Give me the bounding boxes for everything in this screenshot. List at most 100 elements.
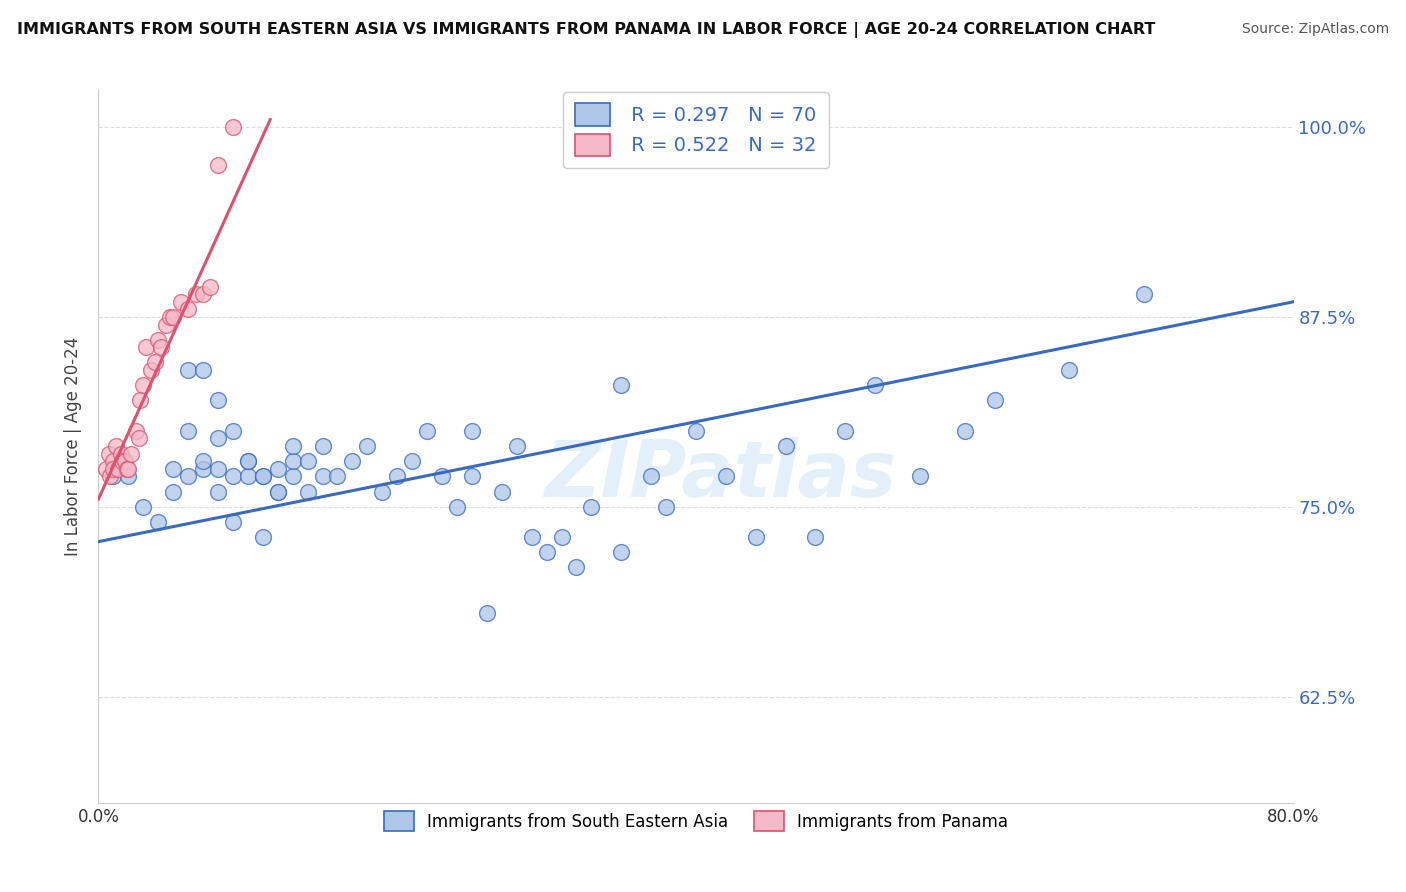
Point [222, 469, 245, 483]
Point [148, 333, 170, 347]
Point [107, 462, 129, 476]
Point [117, 469, 139, 483]
Point [155, 318, 177, 332]
Point [252, 469, 274, 483]
Point [430, 469, 453, 483]
Point [491, 484, 513, 499]
Point [191, 462, 214, 476]
Point [103, 462, 125, 476]
Point [804, 530, 827, 544]
Point [506, 439, 529, 453]
Point [129, 393, 152, 408]
Point [117, 462, 139, 476]
Point [401, 454, 423, 468]
Point [775, 439, 797, 453]
Point [610, 545, 633, 559]
Point [326, 469, 349, 483]
Point [865, 378, 887, 392]
Point [342, 454, 364, 468]
Point [252, 469, 274, 483]
Point [207, 431, 229, 445]
Point [371, 484, 394, 499]
Point [297, 454, 319, 468]
Point [267, 484, 290, 499]
Point [162, 484, 184, 499]
Point [236, 469, 259, 483]
Point [139, 363, 162, 377]
Point [834, 424, 856, 438]
Point [103, 454, 125, 468]
Point [128, 431, 150, 445]
Point [162, 310, 184, 324]
Point [207, 393, 229, 408]
Point [159, 310, 181, 324]
Point [169, 294, 191, 309]
Point [461, 424, 484, 438]
Point [1059, 363, 1081, 377]
Point [311, 439, 333, 453]
Point [207, 462, 229, 476]
Point [132, 500, 155, 514]
Point [110, 447, 132, 461]
Point [640, 469, 662, 483]
Legend:  R = 0.297   N = 70,  R = 0.522   N = 32: R = 0.297 N = 70, R = 0.522 N = 32 [564, 92, 828, 168]
Point [908, 469, 931, 483]
Point [162, 462, 184, 476]
Point [745, 530, 768, 544]
Point [222, 424, 245, 438]
Text: Source: ZipAtlas.com: Source: ZipAtlas.com [1241, 22, 1389, 37]
Point [475, 606, 498, 620]
Point [143, 355, 166, 369]
Point [148, 515, 170, 529]
Point [191, 287, 214, 301]
Point [655, 500, 678, 514]
Point [236, 454, 259, 468]
Point [550, 530, 572, 544]
Point [281, 469, 304, 483]
Point [281, 439, 304, 453]
Point [94, 462, 117, 476]
Point [103, 469, 125, 483]
Point [446, 500, 468, 514]
Point [222, 515, 245, 529]
Point [97, 447, 120, 461]
Point [416, 424, 439, 438]
Point [236, 454, 259, 468]
Point [200, 279, 222, 293]
Point [520, 530, 543, 544]
Text: ZIPatlas: ZIPatlas [544, 436, 896, 513]
Y-axis label: In Labor Force | Age 20-24: In Labor Force | Age 20-24 [65, 336, 83, 556]
Point [311, 469, 333, 483]
Point [191, 363, 214, 377]
Point [281, 454, 304, 468]
Point [114, 454, 136, 468]
Point [125, 424, 148, 438]
Point [297, 484, 319, 499]
Point [356, 439, 378, 453]
Point [207, 484, 229, 499]
Point [610, 378, 633, 392]
Point [150, 340, 173, 354]
Point [135, 340, 157, 354]
Point [98, 469, 122, 483]
Point [267, 484, 290, 499]
Point [252, 530, 274, 544]
Point [177, 424, 200, 438]
Point [105, 439, 128, 453]
Point [120, 447, 142, 461]
Point [536, 545, 558, 559]
Point [191, 454, 214, 468]
Point [953, 424, 976, 438]
Point [177, 469, 200, 483]
Point [685, 424, 707, 438]
Point [461, 469, 484, 483]
Point [984, 393, 1007, 408]
Point [1133, 287, 1156, 301]
Point [222, 120, 245, 135]
Point [111, 454, 134, 468]
Point [207, 158, 229, 172]
Point [267, 462, 290, 476]
Point [132, 378, 155, 392]
Point [385, 469, 409, 483]
Point [115, 462, 138, 476]
